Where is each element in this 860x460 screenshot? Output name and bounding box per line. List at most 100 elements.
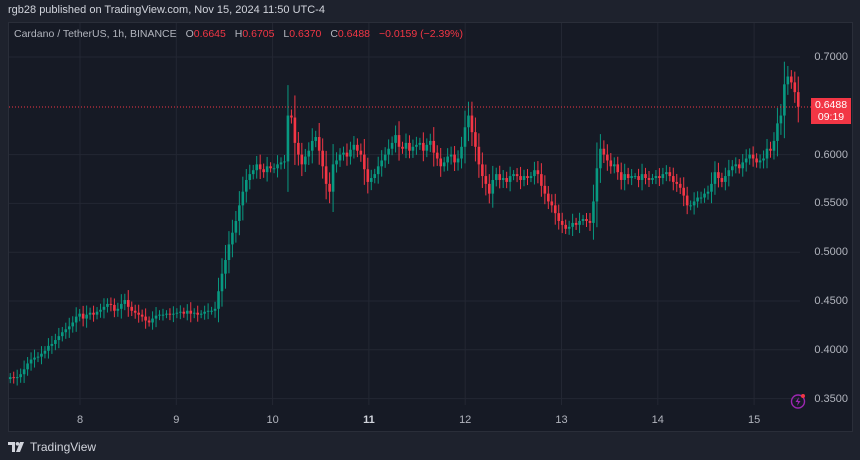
candle-body bbox=[609, 160, 613, 167]
candle-body bbox=[401, 146, 404, 149]
close-value: 0.6488 bbox=[337, 28, 371, 40]
candle-body bbox=[557, 213, 561, 221]
candle-body bbox=[533, 170, 536, 177]
footer-brand[interactable]: TradingView bbox=[8, 440, 96, 454]
candle-body bbox=[769, 148, 772, 151]
candle-body bbox=[192, 312, 196, 314]
time-tick-label: 14 bbox=[651, 414, 664, 426]
time-tick-label: 9 bbox=[173, 414, 180, 426]
candle-body bbox=[307, 150, 311, 157]
chart-frame[interactable] bbox=[8, 22, 853, 432]
candle-body bbox=[488, 183, 491, 194]
candle-body bbox=[755, 158, 758, 163]
candle-body bbox=[47, 345, 50, 351]
candle-body bbox=[390, 142, 394, 149]
candle-body bbox=[137, 312, 140, 315]
candle-body bbox=[748, 154, 751, 159]
candle-body bbox=[33, 357, 36, 360]
candle-body bbox=[61, 332, 64, 337]
candle-body bbox=[67, 326, 71, 330]
candle-body bbox=[74, 316, 78, 323]
time-tick-label: 13 bbox=[555, 414, 568, 426]
candle-body bbox=[751, 154, 755, 159]
candle-body bbox=[335, 160, 338, 165]
candle-body bbox=[349, 149, 352, 157]
price-tick-label: 0.3500 bbox=[814, 392, 848, 405]
candle-body bbox=[154, 315, 158, 319]
ohlc-legend: Cardano / TetherUS, 1h, BINANCE O0.6645 … bbox=[14, 28, 463, 40]
candle-body bbox=[123, 300, 127, 304]
candle-body bbox=[269, 166, 272, 169]
candle-body bbox=[762, 158, 765, 161]
candle-body bbox=[366, 169, 370, 182]
candle-body bbox=[352, 144, 356, 150]
candle-body bbox=[717, 172, 720, 179]
change-value: −0.0159 (−2.39%) bbox=[378, 28, 464, 40]
candle-body bbox=[81, 313, 85, 319]
candle-body bbox=[647, 178, 651, 180]
candle-body bbox=[255, 164, 259, 171]
candle-body bbox=[359, 150, 363, 155]
candle-body bbox=[244, 179, 248, 192]
candle-body bbox=[120, 303, 123, 309]
candle-body bbox=[99, 309, 102, 312]
brand-label: TradingView bbox=[30, 440, 97, 454]
candle-body bbox=[22, 369, 26, 375]
candle-body bbox=[599, 148, 602, 169]
candle-body bbox=[526, 176, 529, 179]
candle-body bbox=[682, 187, 686, 196]
candle-body bbox=[251, 170, 255, 175]
candle-body bbox=[276, 164, 279, 169]
candle-body bbox=[26, 363, 29, 370]
candle-body bbox=[15, 377, 19, 379]
open-label: O bbox=[185, 28, 194, 40]
candle-body bbox=[477, 146, 481, 165]
candle-body bbox=[106, 303, 109, 307]
candle-body bbox=[227, 244, 231, 261]
candle-body bbox=[790, 76, 793, 83]
candle-body bbox=[279, 162, 283, 165]
last-price: 0.6488 bbox=[814, 99, 848, 111]
candle-body bbox=[435, 152, 439, 159]
candle-body bbox=[290, 115, 293, 118]
candle-body bbox=[602, 148, 606, 155]
candle-body bbox=[692, 201, 696, 206]
candle-body bbox=[578, 220, 581, 225]
candle-body bbox=[630, 176, 633, 179]
candle-body bbox=[428, 140, 432, 145]
candle-body bbox=[637, 176, 640, 180]
candle-body bbox=[238, 205, 241, 221]
time-tick-label: 15 bbox=[747, 414, 761, 426]
candle-body bbox=[165, 313, 168, 315]
candle-body bbox=[85, 314, 88, 319]
candle-body bbox=[12, 377, 16, 379]
candle-body bbox=[651, 178, 654, 180]
open-value: 0.6645 bbox=[193, 28, 226, 40]
lightning-bolt-icon[interactable] bbox=[790, 393, 806, 409]
candle-body bbox=[203, 311, 206, 314]
close-label: C bbox=[330, 28, 338, 40]
candle-body bbox=[779, 115, 783, 124]
candle-body bbox=[328, 183, 331, 192]
candle-body bbox=[470, 115, 474, 133]
candle-body bbox=[265, 166, 269, 173]
candle-body bbox=[456, 158, 460, 163]
candle-body bbox=[394, 135, 397, 143]
candle-body bbox=[126, 300, 130, 307]
candle-body bbox=[654, 176, 658, 179]
candle-body bbox=[383, 154, 387, 161]
candle-body bbox=[675, 181, 679, 184]
candle-body bbox=[446, 156, 449, 163]
candle-body bbox=[432, 140, 436, 153]
symbol-label[interactable]: Cardano / TetherUS, 1h, BINANCE bbox=[14, 28, 177, 40]
candle-body bbox=[88, 312, 92, 315]
candle-body bbox=[331, 164, 335, 192]
candle-body bbox=[612, 164, 616, 167]
candle-body bbox=[321, 150, 324, 167]
candle-body bbox=[71, 322, 75, 327]
candle-body bbox=[310, 140, 314, 151]
candle-body bbox=[408, 142, 411, 151]
candle-body bbox=[547, 193, 550, 202]
candle-body bbox=[776, 123, 779, 141]
